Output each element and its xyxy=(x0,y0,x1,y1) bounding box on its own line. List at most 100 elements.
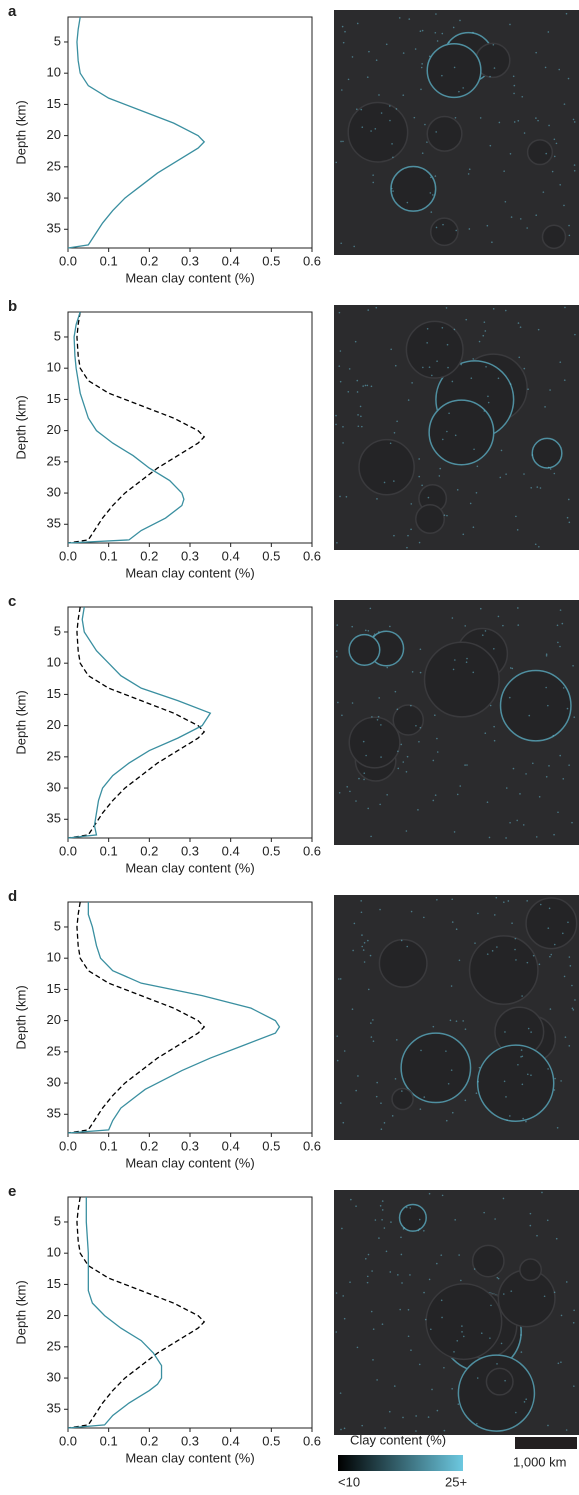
x-tick-label: 0.3 xyxy=(181,1138,199,1153)
clay-speck xyxy=(372,1019,374,1021)
clay-speck xyxy=(465,661,468,663)
crater xyxy=(525,897,578,950)
clay-speck xyxy=(407,1308,410,1311)
clay-speck xyxy=(336,624,339,626)
clay-speck xyxy=(393,431,396,434)
clay-line xyxy=(67,16,206,249)
clay-speck xyxy=(408,18,411,20)
plot-frame xyxy=(67,311,313,544)
clay-speck xyxy=(378,697,380,699)
clay-speck xyxy=(552,734,554,737)
clay-speck xyxy=(509,821,511,824)
clay-speck xyxy=(473,448,475,451)
clay-speck xyxy=(510,216,513,218)
clay-speck xyxy=(363,961,366,963)
crater xyxy=(378,938,428,988)
clay-speck xyxy=(441,1194,444,1197)
clay-speck xyxy=(402,94,405,96)
clay-speck xyxy=(493,725,495,728)
y-tick-label: 5 xyxy=(54,623,61,638)
y-tick-label: 20 xyxy=(47,422,61,437)
y-tick-label: 10 xyxy=(47,655,61,670)
clay-speck xyxy=(384,1427,386,1429)
x-tick-label: 0.0 xyxy=(59,843,77,858)
clay-speck xyxy=(426,141,428,143)
clay-speck xyxy=(469,502,472,505)
clay-speck xyxy=(378,94,380,96)
clay-speck xyxy=(545,152,548,155)
clay-speck xyxy=(367,309,370,311)
clay-speck xyxy=(361,934,363,936)
clay-speck xyxy=(527,1073,529,1076)
clay-speck xyxy=(478,1066,481,1069)
clay-speck xyxy=(390,1221,392,1223)
clay-speck xyxy=(496,946,498,948)
clay-speck xyxy=(370,835,372,838)
clay-speck xyxy=(462,1020,464,1022)
clay-speck xyxy=(542,191,545,193)
clay-speck xyxy=(419,1108,422,1110)
clay-speck xyxy=(573,169,576,172)
y-tick-label: 30 xyxy=(47,1369,61,1384)
clay-speck xyxy=(514,937,517,940)
clay-speck xyxy=(366,384,369,387)
clay-speck xyxy=(497,1277,500,1280)
clay-speck xyxy=(407,534,409,537)
clay-speck xyxy=(421,29,424,32)
clay-speck xyxy=(380,756,382,758)
clay-speck xyxy=(335,414,337,417)
clay-speck xyxy=(515,1411,517,1414)
clay-speck xyxy=(347,78,350,81)
clay-speck xyxy=(520,1056,522,1058)
clay-speck xyxy=(534,543,537,546)
clay-speck xyxy=(513,121,516,123)
clay-speck xyxy=(489,75,491,78)
clay-speck xyxy=(369,607,372,610)
y-tick-label: 35 xyxy=(47,811,61,826)
clay-speck xyxy=(545,654,548,657)
clay-speck xyxy=(436,898,438,901)
clay-speck xyxy=(442,223,444,226)
clay-speck xyxy=(555,142,558,145)
clay-speck xyxy=(388,1410,391,1413)
x-tick-label: 0.3 xyxy=(181,253,199,268)
crater xyxy=(348,716,401,769)
clay-speck xyxy=(372,181,375,184)
clay-speck xyxy=(342,1121,345,1124)
clay-speck xyxy=(485,365,487,368)
x-tick-label: 0.5 xyxy=(262,548,280,563)
clay-speck xyxy=(392,156,394,159)
clay-speck xyxy=(430,176,432,179)
clay-speck xyxy=(354,340,357,343)
clay-speck xyxy=(493,67,496,69)
x-tick-label: 0.3 xyxy=(181,843,199,858)
clay-speck xyxy=(539,903,542,906)
clay-speck xyxy=(553,1089,556,1091)
clay-speck xyxy=(381,1218,383,1221)
clay-speck xyxy=(377,715,380,718)
clay-speck xyxy=(366,1281,369,1284)
y-tick-label: 30 xyxy=(47,1074,61,1089)
clay-speck xyxy=(557,1362,560,1365)
clay-speck xyxy=(538,795,541,798)
clay-speck xyxy=(467,173,470,175)
clay-speck xyxy=(441,32,444,35)
clay-speck xyxy=(522,1117,524,1120)
clay-speck xyxy=(402,761,405,763)
clay-speck xyxy=(341,89,343,91)
panel-label: a xyxy=(8,3,17,20)
clay-speck xyxy=(559,645,561,648)
y-tick-label: 35 xyxy=(47,1401,61,1416)
clay-speck xyxy=(430,1328,432,1331)
y-tick-label: 35 xyxy=(47,221,61,236)
clay-speck xyxy=(418,740,420,743)
reference-line xyxy=(67,901,206,1134)
clay-speck xyxy=(500,449,503,452)
clay-speck xyxy=(517,322,520,324)
clay-speck xyxy=(567,77,570,80)
clay-speck xyxy=(455,229,458,232)
panel-label: c xyxy=(8,593,16,610)
clay-speck xyxy=(367,1253,370,1256)
clay-speck xyxy=(546,1219,549,1222)
clay-speck xyxy=(372,1040,375,1042)
